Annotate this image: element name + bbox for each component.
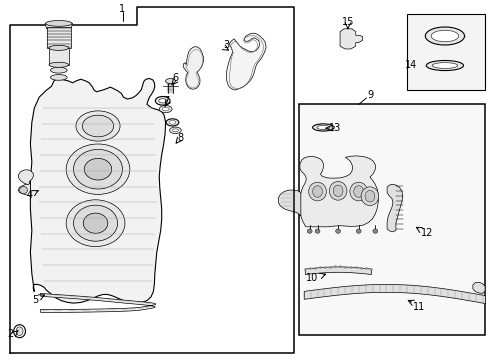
Ellipse shape [354,186,364,197]
Text: 1: 1 [120,4,125,14]
Ellipse shape [46,21,72,26]
Text: 6: 6 [172,73,178,84]
Ellipse shape [313,124,334,131]
Ellipse shape [309,182,326,201]
Ellipse shape [426,60,464,71]
Polygon shape [407,14,485,90]
Ellipse shape [84,158,112,180]
Polygon shape [473,282,485,293]
Ellipse shape [365,190,375,202]
Polygon shape [45,23,73,29]
Text: 7: 7 [164,96,170,106]
Ellipse shape [356,229,361,233]
Ellipse shape [50,67,67,73]
Ellipse shape [432,63,458,68]
Ellipse shape [16,327,23,336]
Ellipse shape [162,107,169,111]
Ellipse shape [170,127,181,134]
Polygon shape [340,29,363,49]
Polygon shape [300,156,378,227]
Polygon shape [299,104,485,335]
Text: 8: 8 [177,132,183,143]
Ellipse shape [373,229,378,233]
Text: 4: 4 [26,190,32,200]
Ellipse shape [83,213,108,233]
Ellipse shape [425,27,465,45]
Ellipse shape [350,182,368,201]
Ellipse shape [82,115,114,137]
Ellipse shape [333,185,343,197]
Polygon shape [278,190,301,216]
Ellipse shape [159,99,167,103]
Ellipse shape [14,325,25,338]
Text: 15: 15 [342,17,354,27]
Ellipse shape [329,181,347,200]
Ellipse shape [49,45,69,50]
Text: 9: 9 [368,90,373,100]
Ellipse shape [336,229,341,233]
Text: 10: 10 [306,273,318,283]
Text: 11: 11 [414,302,425,312]
Ellipse shape [315,229,320,233]
Polygon shape [183,47,203,89]
Ellipse shape [155,96,170,105]
Ellipse shape [76,111,120,141]
Ellipse shape [431,30,459,42]
Ellipse shape [307,229,312,233]
Text: 5: 5 [32,294,38,305]
Ellipse shape [50,75,67,80]
Polygon shape [19,170,33,184]
Polygon shape [18,184,30,196]
Ellipse shape [20,186,27,194]
Ellipse shape [361,187,379,206]
Polygon shape [47,27,71,48]
Polygon shape [387,184,403,232]
Ellipse shape [317,125,330,130]
Text: 13: 13 [329,123,342,133]
Ellipse shape [74,149,122,189]
Ellipse shape [159,105,172,113]
Ellipse shape [313,186,322,197]
Text: 14: 14 [404,60,416,70]
Ellipse shape [66,200,125,247]
Ellipse shape [169,121,176,124]
Ellipse shape [172,129,178,132]
Text: 2: 2 [8,329,14,339]
Ellipse shape [74,205,118,241]
Ellipse shape [166,78,175,84]
Polygon shape [226,33,266,90]
Text: 3: 3 [223,40,229,50]
Text: 12: 12 [421,228,434,238]
Polygon shape [49,48,69,65]
Ellipse shape [166,119,179,126]
Ellipse shape [49,62,69,67]
Polygon shape [40,293,156,312]
Ellipse shape [66,144,130,194]
Polygon shape [30,78,166,303]
